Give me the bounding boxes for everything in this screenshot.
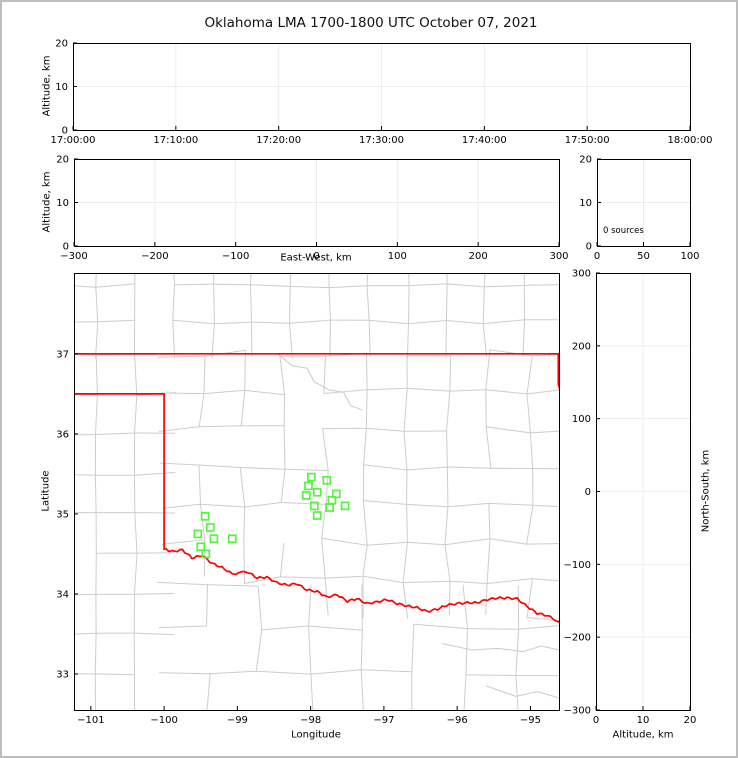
svg-text:200: 200 (469, 251, 488, 262)
svg-text:−97: −97 (373, 715, 394, 726)
svg-text:100: 100 (572, 414, 591, 425)
svg-text:200: 200 (572, 341, 591, 352)
svg-text:17:50:00: 17:50:00 (565, 135, 610, 146)
svg-text:20: 20 (579, 155, 592, 166)
svg-text:−96: −96 (447, 715, 468, 726)
svg-text:0: 0 (313, 251, 319, 262)
svg-text:−100: −100 (222, 251, 249, 262)
svg-text:−100: −100 (564, 560, 591, 571)
svg-text:17:30:00: 17:30:00 (359, 135, 404, 146)
svg-text:100: 100 (680, 251, 699, 262)
svg-text:36: 36 (56, 429, 69, 440)
svg-text:10: 10 (579, 198, 592, 209)
svg-text:0: 0 (63, 242, 69, 253)
svg-text:20: 20 (684, 715, 697, 726)
svg-text:−200: −200 (141, 251, 168, 262)
ns-height-xlabel: Altitude, km (612, 729, 674, 741)
ns-height-ylabel: North-South, km (700, 449, 712, 533)
svg-text:37: 37 (56, 349, 69, 360)
svg-text:10: 10 (55, 82, 68, 93)
svg-text:100: 100 (388, 251, 407, 262)
svg-text:18:00:00: 18:00:00 (668, 135, 713, 146)
time-height-ylabel: Altitude, km (41, 55, 53, 117)
ew-height-xlabel: East-West, km (280, 252, 352, 264)
figure-title: Oklahoma LMA 1700-1800 UTC October 07, 2… (204, 15, 538, 31)
svg-text:0: 0 (594, 251, 600, 262)
svg-text:−300: −300 (564, 706, 591, 717)
svg-text:20: 20 (56, 155, 69, 166)
svg-text:10: 10 (56, 198, 69, 209)
svg-text:300: 300 (549, 251, 568, 262)
svg-text:−300: −300 (60, 251, 87, 262)
svg-text:50: 50 (637, 251, 650, 262)
svg-text:0: 0 (585, 487, 591, 498)
svg-text:−95: −95 (520, 715, 541, 726)
svg-text:−200: −200 (564, 633, 591, 644)
svg-text:−99: −99 (227, 715, 248, 726)
map-xlabel: Longitude (291, 729, 341, 741)
svg-text:0: 0 (62, 126, 68, 137)
svg-text:10: 10 (637, 715, 650, 726)
svg-text:17:40:00: 17:40:00 (462, 135, 507, 146)
svg-text:0: 0 (586, 242, 592, 253)
svg-text:17:00:00: 17:00:00 (51, 135, 96, 146)
sources-count-annotation: 0 sources (603, 226, 644, 236)
svg-text:17:20:00: 17:20:00 (256, 135, 301, 146)
ew-height-ylabel: Altitude, km (41, 171, 53, 233)
map-ylabel: Latitude (40, 470, 52, 512)
svg-text:300: 300 (572, 269, 591, 280)
svg-text:34: 34 (56, 589, 69, 600)
svg-text:33: 33 (56, 669, 69, 680)
svg-text:20: 20 (55, 39, 68, 50)
svg-text:0: 0 (593, 715, 599, 726)
svg-text:−100: −100 (150, 715, 177, 726)
svg-text:17:10:00: 17:10:00 (153, 135, 198, 146)
svg-text:−101: −101 (77, 715, 104, 726)
svg-text:35: 35 (56, 509, 69, 520)
svg-text:−98: −98 (300, 715, 321, 726)
